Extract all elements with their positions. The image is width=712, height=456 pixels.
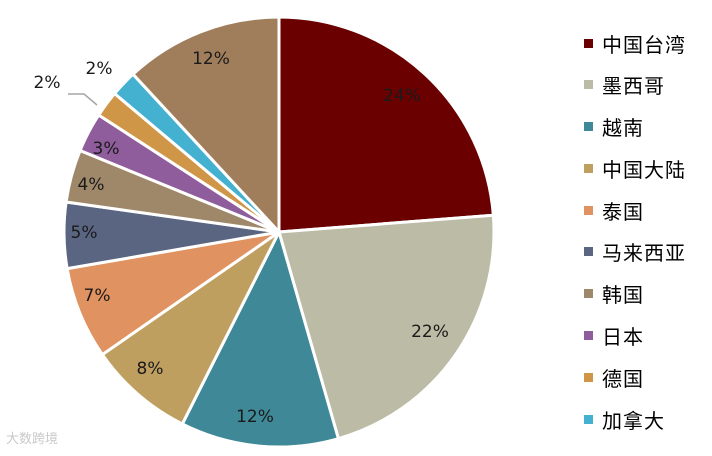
pie-chart: 24% 22% 12% 8% 7% 5% 4% 3% 2% 2% 12% [34,15,496,449]
legend-label: 加拿大 [602,408,665,433]
leader-line [68,93,98,106]
legend-swatch [584,331,593,341]
data-label-0: 24% [383,86,421,106]
legend-item-2: 越南 [584,115,686,141]
legend-label: 墨西哥 [602,74,665,99]
legend-item-8: 德国 [584,365,686,391]
legend-label: 泰国 [602,199,644,224]
legend-label: 德国 [602,366,644,391]
legend-swatch [584,205,593,215]
data-label-10: 12% [192,49,230,69]
data-label-8: 2% [34,73,61,93]
legend-swatch [584,414,593,424]
data-label-2: 12% [236,407,274,427]
legend-item-4: 泰国 [584,198,686,224]
data-label-6: 4% [78,175,105,195]
watermark: 大数跨境 [6,432,59,447]
legend-swatch [584,38,593,48]
legend-swatch [584,163,593,173]
legend-swatch [584,80,593,90]
data-label-5: 5% [71,223,98,243]
legend-item-9: 加拿大 [584,407,686,433]
legend-label: 越南 [602,116,644,141]
legend-swatch [584,289,593,299]
legend-item-3: 中国大陆 [584,156,686,182]
legend: 中国台湾墨西哥越南中国大陆泰国马来西亚韩国日本德国加拿大 [584,31,686,449]
data-label-1: 22% [411,322,449,342]
legend-item-6: 韩国 [584,282,686,308]
data-label-9: 2% [86,59,113,79]
data-label-7: 3% [93,139,120,159]
pie-slice-10 [131,15,281,234]
pie-slice-3 [100,230,281,426]
data-label-3: 8% [137,359,164,379]
legend-swatch [584,247,593,257]
legend-swatch [584,372,593,382]
legend-label: 中国大陆 [602,157,686,182]
legend-item-5: 马来西亚 [584,240,686,266]
legend-label: 中国台湾 [602,32,686,57]
legend-item-7: 日本 [584,324,686,350]
legend-label: 韩国 [602,283,644,308]
legend-item-0: 中国台湾 [584,31,686,57]
legend-swatch [584,122,593,132]
legend-item-1: 墨西哥 [584,73,686,99]
legend-label: 日本 [602,325,644,350]
pie-slice-0 [277,15,495,234]
pie-slice-1 [277,213,496,441]
data-label-4: 7% [84,286,111,306]
legend-label: 马来西亚 [602,241,686,266]
pie-slice-2 [180,230,340,449]
